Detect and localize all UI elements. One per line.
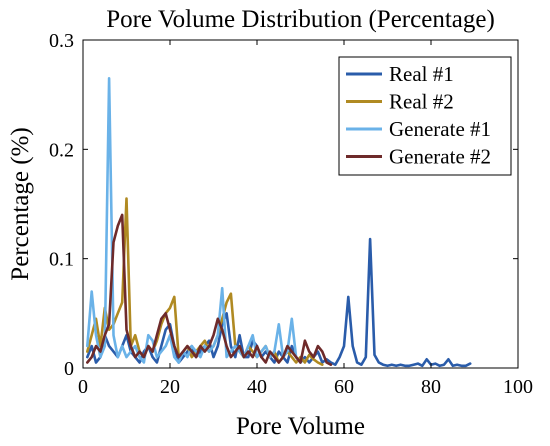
y-tick-label: 0	[64, 358, 74, 380]
x-tick-label: 80	[421, 376, 441, 398]
series-line-3	[86, 77, 302, 364]
legend: Real #1 Real #2 Generate #1 Generate #2	[338, 56, 512, 176]
x-tick-label: 0	[78, 376, 88, 398]
legend-label: Real #1	[389, 62, 454, 86]
x-tick-label: 20	[160, 376, 180, 398]
x-axis-title: Pore Volume	[236, 413, 365, 440]
chart-title: Pore Volume Distribution (Percentage)	[106, 6, 495, 33]
legend-label: Generate #1	[389, 117, 491, 141]
y-tick-label: 0.3	[49, 30, 74, 52]
y-axis-title: Percentage (%)	[7, 127, 34, 280]
series-layer	[86, 77, 472, 368]
series-line-4	[86, 213, 333, 367]
series-line-1	[86, 237, 472, 368]
x-tick-label: 60	[334, 376, 354, 398]
plot-frame	[82, 39, 519, 369]
axes-layer: 0 20 40 60 80 100 0 0.1 0.2 0.3	[49, 30, 533, 398]
x-tick-label: 40	[247, 376, 267, 398]
legend-label: Generate #2	[389, 145, 491, 169]
y-tick-label: 0.1	[49, 249, 74, 271]
legend-label: Real #2	[389, 90, 454, 114]
y-tick-label: 0.2	[49, 139, 74, 161]
x-tick-label: 100	[503, 376, 533, 398]
